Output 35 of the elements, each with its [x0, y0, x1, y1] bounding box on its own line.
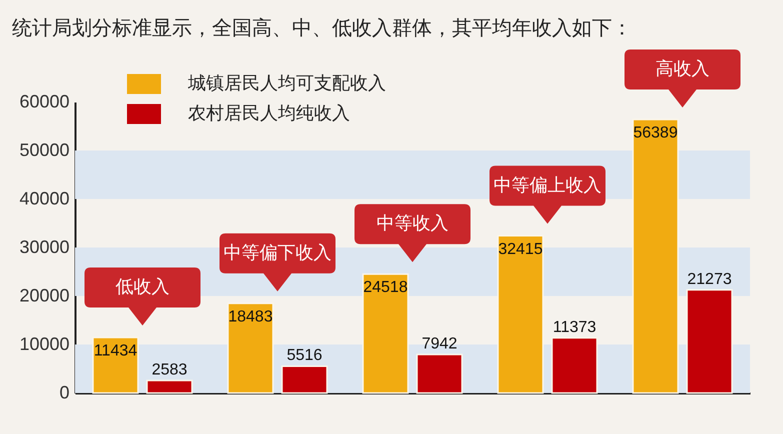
bar — [497, 235, 544, 394]
x-tick-label: 中等偏下收入 — [224, 242, 332, 262]
bar — [686, 289, 733, 394]
data-label: 18483 — [228, 308, 273, 326]
bar — [146, 380, 193, 394]
y-tick-label: 50000 — [19, 140, 70, 160]
data-label: 7942 — [422, 335, 458, 352]
y-tick-label: 30000 — [19, 237, 70, 257]
bar — [92, 336, 139, 394]
data-label: 24518 — [363, 279, 408, 296]
bar — [281, 365, 328, 394]
y-tick-label: 10000 — [19, 334, 70, 354]
data-label: 2583 — [152, 361, 188, 378]
x-tick-label: 低收入 — [116, 276, 170, 297]
data-label: 21273 — [687, 270, 732, 288]
y-tick-label: 60000 — [19, 92, 70, 112]
y-tick-label: 0 — [59, 382, 70, 402]
bar — [227, 302, 274, 394]
y-tick-label: 20000 — [19, 286, 70, 306]
data-label: 11434 — [94, 342, 138, 360]
data-label: 56389 — [633, 124, 678, 142]
x-tick-label: 中等偏上收入 — [494, 174, 602, 195]
bar — [632, 118, 679, 394]
data-label: 32415 — [498, 240, 543, 258]
chart-title: 统计局划分标准显示，全国高、中、低收入群体，其平均年收入如下： — [12, 16, 632, 40]
bar — [416, 354, 463, 394]
x-tick-label: 高收入 — [656, 58, 710, 79]
legend-label: 城镇居民人均可支配收入 — [187, 73, 386, 93]
data-label: 11373 — [552, 318, 596, 336]
bar — [362, 273, 409, 394]
y-tick-label: 40000 — [19, 188, 70, 208]
x-tick-label: 中等收入 — [376, 213, 448, 234]
data-label: 5516 — [286, 347, 322, 364]
legend-label: 农村居民人均纯收入 — [188, 103, 350, 123]
bar — [551, 337, 598, 394]
